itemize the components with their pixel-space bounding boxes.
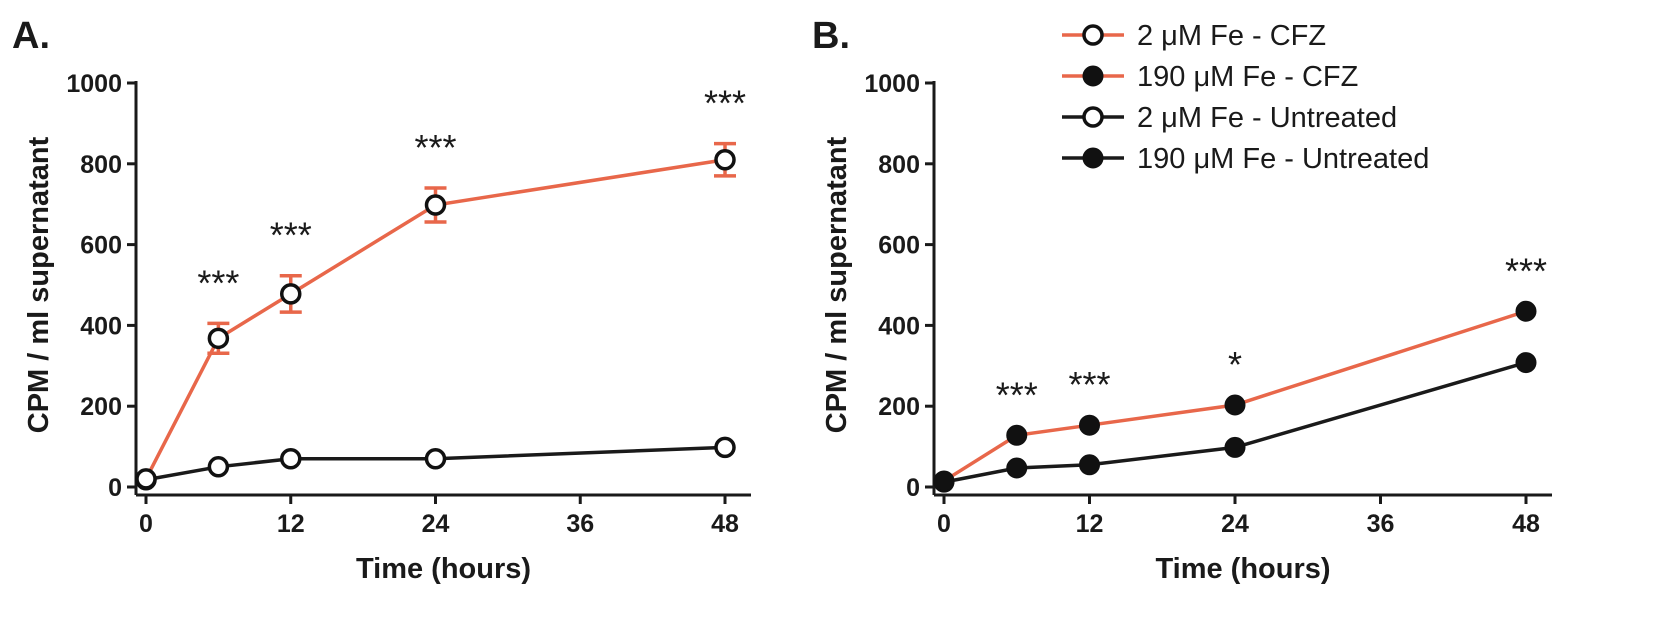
legend-label: 190 μM Fe - Untreated xyxy=(1137,143,1429,175)
y-tick-label: 800 xyxy=(878,151,920,179)
y-tick-label: 600 xyxy=(80,232,122,260)
data-point-filled xyxy=(1515,300,1537,322)
legend-label: 2 μM Fe - Untreated xyxy=(1137,102,1397,134)
data-point-filled xyxy=(1515,352,1537,374)
significance-annotation: *** xyxy=(996,374,1038,415)
data-point-filled xyxy=(1079,454,1100,476)
x-tick-label: 12 xyxy=(1076,510,1104,538)
significance-annotation: *** xyxy=(270,215,312,256)
significance-annotation: *** xyxy=(704,83,746,124)
data-point-filled xyxy=(1079,414,1100,436)
x-tick-label: 36 xyxy=(566,510,594,538)
data-point-open xyxy=(714,436,736,459)
data-point-open xyxy=(207,327,230,350)
panel-label: B. xyxy=(812,15,850,57)
data-point-filled xyxy=(1006,424,1028,446)
data-point-open xyxy=(424,194,447,216)
y-tick-label: 1000 xyxy=(864,70,920,98)
legend-marker-filled xyxy=(1082,65,1104,87)
data-point-open xyxy=(714,149,736,171)
y-axis-label: CPM / ml supernatant xyxy=(23,136,55,433)
x-tick-label: 48 xyxy=(1512,510,1540,538)
y-tick-label: 200 xyxy=(80,393,122,421)
data-point-open xyxy=(207,456,230,478)
x-axis-label: Time (hours) xyxy=(356,553,531,585)
legend-label: 2 μM Fe - CFZ xyxy=(1137,20,1326,52)
data-point-filled xyxy=(1224,394,1246,416)
significance-annotation: *** xyxy=(1068,364,1110,405)
x-axis-label: Time (hours) xyxy=(1155,553,1330,585)
significance-annotation: * xyxy=(1228,344,1242,385)
x-tick-label: 24 xyxy=(422,510,450,538)
y-tick-label: 400 xyxy=(878,312,920,340)
x-tick-label: 24 xyxy=(1221,510,1249,538)
x-tick-label: 12 xyxy=(277,510,305,538)
y-tick-label: 1000 xyxy=(66,70,122,98)
data-point-filled xyxy=(933,470,955,492)
y-axis-label: CPM / ml supernatant xyxy=(821,136,853,433)
data-point-open xyxy=(280,283,302,305)
panel-a-chart: A. 0 200 400 600 800 1000 0 12 24 36 48 Time (hours)… xyxy=(12,15,751,585)
y-tick-label: 800 xyxy=(80,151,122,179)
x-tick-label: 48 xyxy=(711,510,739,538)
panel-label: A. xyxy=(12,15,50,57)
panel-b-chart: B. 0 200 400 600 800 1000 0 12 24 36 48 Time (hours)… xyxy=(812,15,1552,585)
legend: 2 μM Fe - CFZ 190 μM Fe - CFZ 2 μM Fe - Un… xyxy=(1062,20,1429,175)
legend-marker-open xyxy=(1082,106,1104,128)
x-tick-label: 0 xyxy=(139,510,153,538)
y-tick-label: 0 xyxy=(906,474,920,502)
significance-annotation: *** xyxy=(414,127,456,168)
data-point-filled xyxy=(1006,457,1028,479)
data-point-open xyxy=(135,468,157,490)
data-point-filled xyxy=(1224,436,1246,458)
legend-marker-open xyxy=(1082,24,1104,46)
x-tick-label: 0 xyxy=(937,510,951,538)
y-tick-label: 200 xyxy=(878,393,920,421)
significance-annotation: *** xyxy=(197,262,239,303)
significance-annotation: *** xyxy=(1505,250,1547,291)
legend-label: 190 μM Fe - CFZ xyxy=(1137,61,1358,93)
y-tick-label: 0 xyxy=(108,474,122,502)
data-point-open xyxy=(424,447,447,470)
y-tick-label: 400 xyxy=(80,312,122,340)
data-point-open xyxy=(280,447,302,470)
legend-marker-filled xyxy=(1082,147,1104,169)
y-tick-label: 600 xyxy=(878,232,920,260)
x-tick-label: 36 xyxy=(1367,510,1395,538)
